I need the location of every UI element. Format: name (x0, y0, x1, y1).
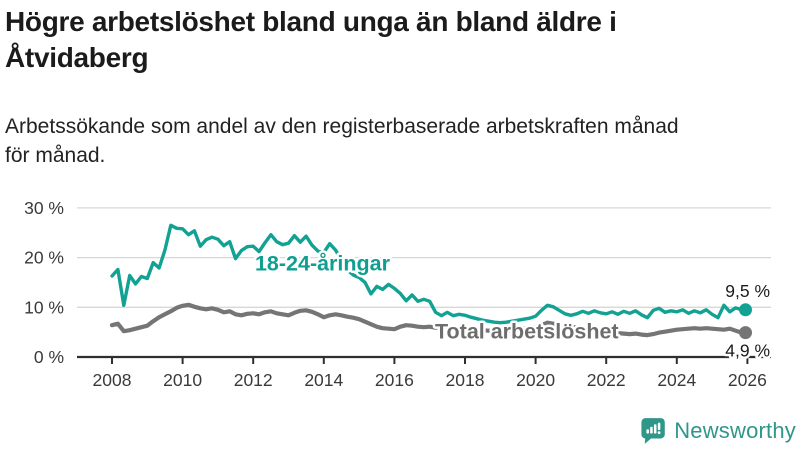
series-label-young: 18-24-åringar (255, 252, 391, 276)
y-axis-tick-label: 20 % (24, 248, 64, 268)
x-axis-tick-label: 2026 (728, 370, 767, 390)
newsworthy-logo[interactable]: Newsworthy (641, 415, 796, 447)
series-label-total: Total arbetslöshet (435, 320, 619, 344)
y-axis-tick-label: 30 % (24, 198, 64, 218)
y-axis-tick-label: 10 % (24, 297, 64, 317)
x-axis-tick-label: 2012 (234, 370, 273, 390)
end-dot-total (739, 326, 753, 340)
series-line-total (109, 302, 744, 338)
chart-subtitle: Arbetssökande som andel av den registerb… (5, 115, 679, 167)
end-value-label-young: 9,5 % (725, 281, 770, 301)
x-axis-tick-label: 2020 (516, 370, 555, 390)
x-axis-tick-label: 2022 (587, 370, 626, 390)
series-line-young (110, 223, 744, 325)
brand-name: Newsworthy (674, 418, 796, 443)
x-axis-tick-label: 2024 (657, 370, 696, 390)
x-axis-tick-label: 2008 (93, 370, 132, 390)
end-value-label-total: 4,9 % (725, 341, 770, 361)
y-axis-tick-label: 0 % (34, 347, 64, 367)
chart-title: Högre arbetslöshet bland unga än bland ä… (5, 6, 617, 73)
x-axis-tick-label: 2014 (304, 370, 343, 390)
x-axis-tick-label: 2018 (446, 370, 485, 390)
x-axis-tick-label: 2010 (163, 370, 202, 390)
newsworthy-bubble-icon (641, 418, 665, 444)
end-dot-young (739, 303, 753, 317)
x-axis-tick-label: 2016 (375, 370, 414, 390)
